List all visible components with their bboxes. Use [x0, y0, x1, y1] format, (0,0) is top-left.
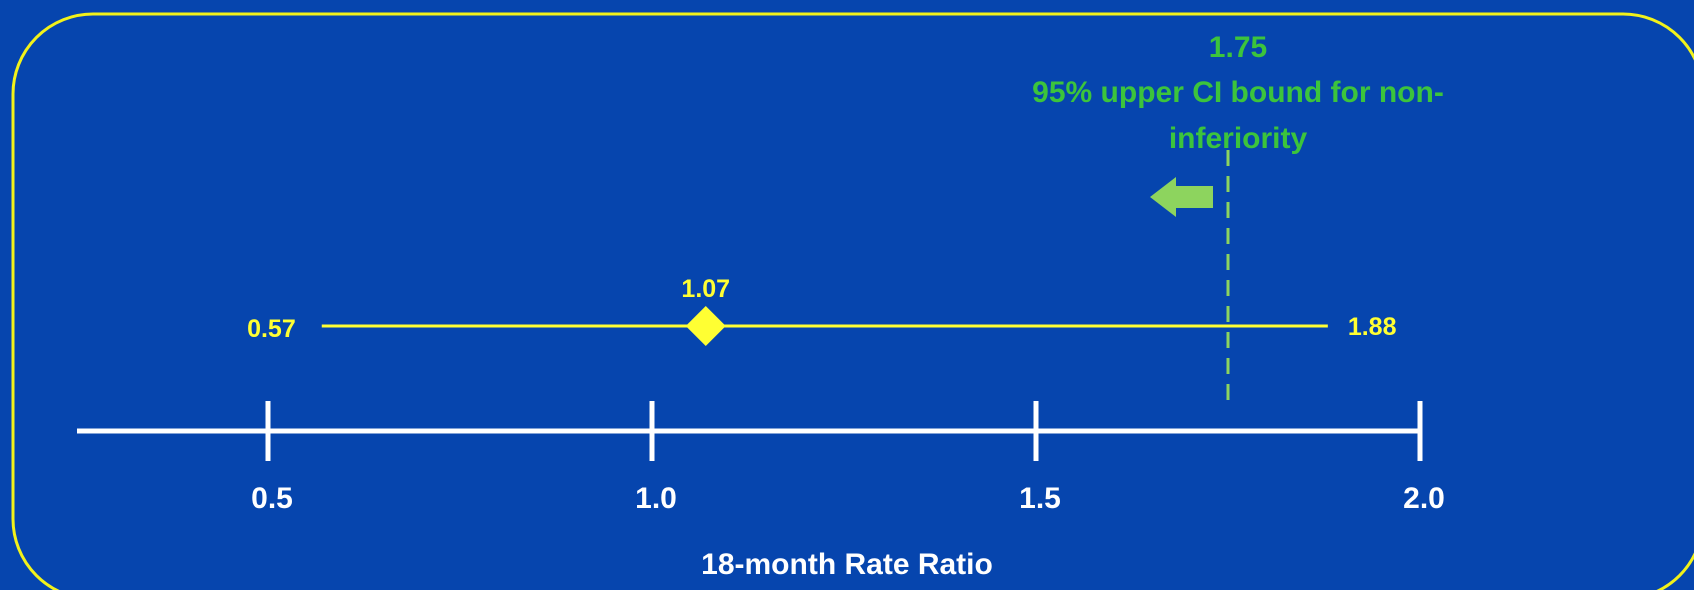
threshold-value-label: 1.75	[1209, 31, 1267, 64]
x-axis-ticks: 0.5 1.0 1.5 2.0	[251, 401, 1445, 515]
point-estimate-label: 1.07	[681, 275, 730, 303]
left-arrow-icon	[1150, 177, 1213, 217]
x-axis-title: 18-month Rate Ratio	[701, 548, 993, 581]
point-estimate-marker	[685, 306, 726, 346]
panel-frame	[11, 12, 1694, 590]
x-tick-label: 1.0	[635, 482, 677, 515]
lower-bound-label: 0.57	[247, 315, 296, 343]
threshold-caption-line2: inferiority	[1169, 122, 1308, 155]
threshold-caption-line1: 95% upper CI bound for non-	[1032, 76, 1444, 109]
upper-bound-label: 1.88	[1348, 313, 1397, 341]
x-tick-label: 1.5	[1019, 482, 1061, 515]
x-tick-label: 0.5	[251, 482, 293, 515]
x-tick-label: 2.0	[1403, 482, 1445, 515]
